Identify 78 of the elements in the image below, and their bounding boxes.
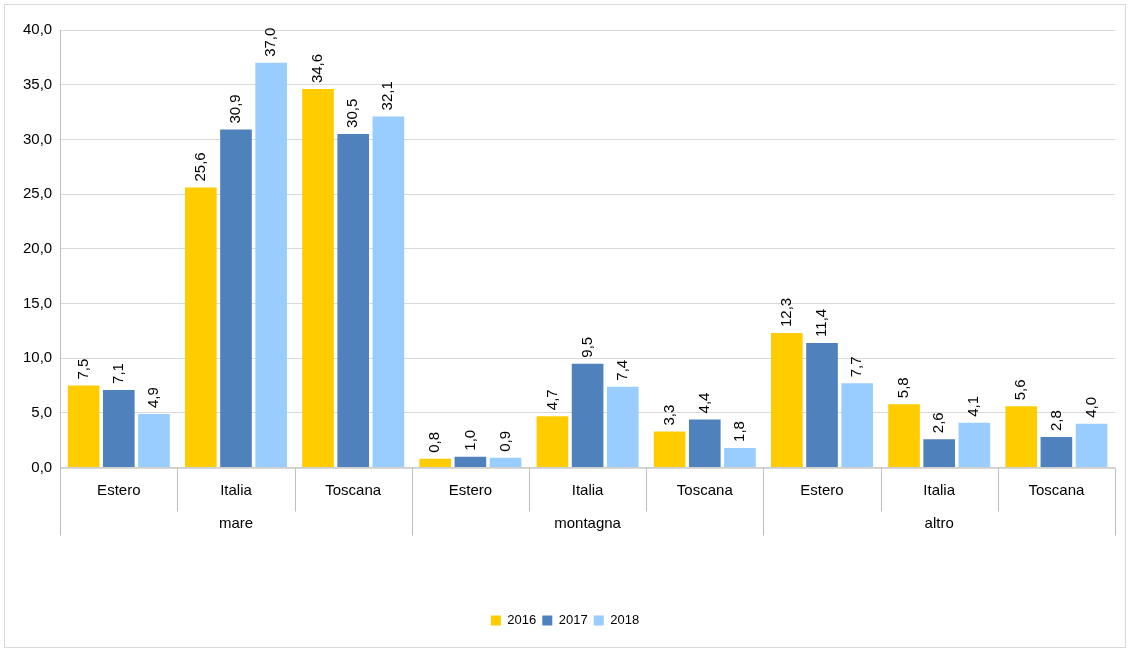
bar: [372, 116, 405, 468]
data-label: 34,6: [308, 53, 326, 84]
bar: [255, 62, 287, 468]
bar: [958, 422, 991, 468]
data-label: 37,0: [261, 27, 279, 57]
bar: [454, 456, 487, 468]
data-label: 9,5: [577, 336, 595, 358]
legend-label: 2016: [507, 612, 537, 628]
data-label: 25,6: [190, 152, 208, 182]
data-label: 2,6: [929, 412, 947, 434]
y-tick-label: 10,0: [22, 348, 53, 366]
bar: [489, 457, 522, 468]
bar: [688, 419, 721, 468]
x-tick-label: Toscana: [1028, 480, 1085, 498]
data-label: 32,1: [378, 81, 396, 111]
data-label: 30,5: [343, 98, 361, 128]
x-tick-label: Italia: [571, 480, 605, 498]
data-label: 4,7: [542, 389, 560, 411]
text: altro: [924, 513, 954, 531]
data-label: 1,0: [460, 429, 478, 451]
bar: [806, 342, 838, 468]
data-label: 4,4: [694, 392, 712, 414]
bar: [138, 413, 170, 468]
bar: [185, 187, 217, 468]
bar: [1005, 406, 1038, 468]
x-tick-label: Toscana: [676, 480, 734, 498]
data-label: 7,7: [847, 356, 865, 378]
bar: [841, 383, 873, 468]
text: montagna: [554, 513, 622, 531]
bar: [571, 363, 604, 468]
data-label: 11,4: [812, 308, 830, 337]
text: mare: [218, 513, 254, 531]
data-label: 5,6: [1011, 379, 1029, 401]
bar: [1040, 436, 1073, 468]
bar: [923, 439, 956, 468]
bar: [653, 431, 686, 468]
data-label: 0,8: [425, 431, 443, 453]
data-label: 4,9: [144, 387, 162, 408]
y-tick-label: 25,0: [22, 184, 53, 202]
x-tick-label: Estero: [97, 480, 141, 498]
bar: [102, 389, 135, 468]
data-label: 2,8: [1046, 410, 1064, 431]
data-label: 4,0: [1081, 396, 1099, 418]
bar: [771, 333, 803, 468]
x-tick-label: Toscana: [325, 480, 382, 498]
data-label: 7,4: [612, 359, 630, 381]
legend-label: 2018: [610, 612, 640, 628]
y-tick-label: 15,0: [22, 293, 53, 311]
bar: [419, 458, 452, 468]
y-tick-label: 5,0: [31, 403, 53, 421]
y-tick-label: 0,0: [31, 457, 53, 475]
x-tick-label: Italia: [923, 480, 956, 498]
legend-label: 2017: [558, 612, 588, 628]
bar: [724, 447, 756, 468]
data-label: 4,1: [964, 395, 982, 417]
data-label: 1,8: [730, 421, 748, 442]
x-tick-label: Estero: [800, 480, 844, 498]
bar: [67, 385, 100, 468]
y-tick-label: 35,0: [22, 74, 53, 92]
data-label: 0,9: [495, 430, 513, 452]
bar: [888, 404, 920, 468]
bar: [606, 386, 639, 468]
bar: [337, 133, 370, 468]
x-tick-label: Estero: [448, 480, 493, 498]
bar: [1075, 423, 1108, 468]
x-tick-label: Italia: [220, 480, 253, 498]
data-label: 7,5: [73, 358, 91, 380]
data-label: 3,3: [659, 404, 677, 426]
y-tick-label: 30,0: [22, 129, 53, 147]
y-tick-label: 40,0: [22, 20, 53, 38]
data-label: 7,1: [108, 363, 126, 384]
y-tick-label: 20,0: [22, 238, 53, 256]
bar: [536, 416, 569, 468]
data-label: 5,8: [894, 377, 912, 399]
bar: [220, 129, 252, 468]
data-label: 12,3: [776, 297, 794, 328]
bar: [302, 89, 334, 468]
data-label: 30,9: [226, 94, 244, 124]
